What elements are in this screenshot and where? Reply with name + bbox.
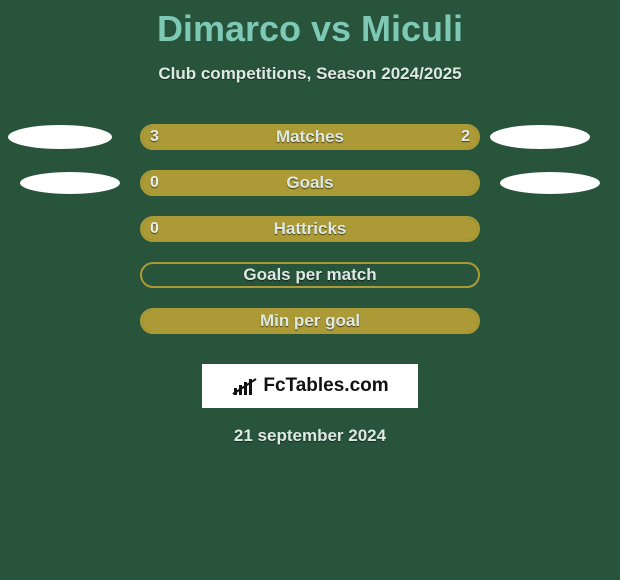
stat-bar [140,124,480,150]
source-logo: FcTables.com [202,364,418,408]
player-blob-left [8,125,112,149]
logo-text: FcTables.com [263,375,388,397]
comparison-card: Dimarco vs Miculi Club competitions, Sea… [0,0,620,446]
page-title: Dimarco vs Miculi [0,0,620,50]
stat-bar-fill [142,172,478,194]
stat-bar-fill [142,126,478,148]
stat-row: Matches32 [0,114,620,160]
player-blob-right [500,172,600,194]
stat-row: Min per goal [0,298,620,344]
stat-bar-fill [142,310,478,332]
player-blob-right [490,125,590,149]
player-blob-left [20,172,120,194]
stat-value-left: 3 [150,128,159,146]
stat-bar [140,216,480,242]
stat-value-left: 0 [150,174,159,192]
stat-bar-fill [142,218,478,240]
stat-row: Goals per match [0,252,620,298]
stat-value-left: 0 [150,220,159,238]
stat-row: Goals0 [0,160,620,206]
bars-icon [231,376,257,396]
subtitle: Club competitions, Season 2024/2025 [0,64,620,84]
stat-row: Hattricks0 [0,206,620,252]
stat-bar [140,308,480,334]
stat-value-right: 2 [461,128,470,146]
datestamp: 21 september 2024 [0,426,620,446]
stat-bar [140,170,480,196]
stat-bar [140,262,480,288]
stat-rows: Matches32Goals0Hattricks0Goals per match… [0,114,620,344]
